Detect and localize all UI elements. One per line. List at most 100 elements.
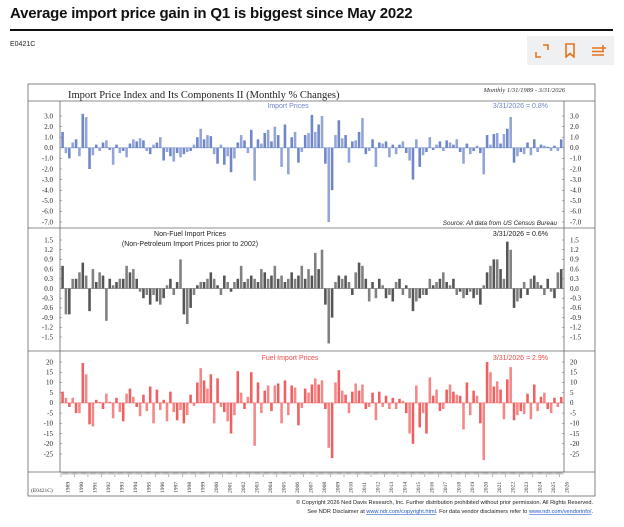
copyright-link[interactable]: www.ndr.com/copyright.html xyxy=(365,509,436,515)
bar xyxy=(256,139,260,148)
page-title: Average import price gain in Q1 is bigge… xyxy=(10,5,413,22)
y-tick-label-left: 1.0 xyxy=(44,134,53,142)
x-tick-label: 2017 xyxy=(443,482,449,493)
bar xyxy=(293,278,297,289)
bar xyxy=(246,147,250,154)
bar xyxy=(556,147,560,151)
bar xyxy=(64,147,68,154)
add-to-list-icon[interactable] xyxy=(591,44,607,58)
y-tick-label-right: -7.0 xyxy=(570,218,582,226)
bar xyxy=(499,269,502,289)
bar xyxy=(526,393,529,403)
bar xyxy=(354,140,357,148)
bar xyxy=(101,142,105,148)
bar xyxy=(91,269,95,289)
bar xyxy=(442,147,445,151)
bar xyxy=(452,144,455,148)
bar xyxy=(199,368,203,403)
y-tick-label-right: -1.0 xyxy=(570,155,582,163)
bar xyxy=(253,402,256,446)
bar xyxy=(98,272,101,289)
bar xyxy=(479,147,482,154)
bar xyxy=(61,131,64,148)
bar xyxy=(276,278,280,289)
bar xyxy=(546,402,550,410)
bar xyxy=(91,402,95,427)
chart-code-label: (E0421C) xyxy=(31,487,53,494)
bar xyxy=(371,392,374,403)
bar xyxy=(209,136,213,148)
bar xyxy=(239,135,243,148)
bar xyxy=(209,272,213,289)
y-tick-label-right: 0 xyxy=(570,399,574,407)
y-tick-label-right: -1.5 xyxy=(570,333,582,341)
panel2-annotation: 3/31/2026 = 0.6% xyxy=(493,231,548,238)
bar xyxy=(280,147,283,167)
bar xyxy=(142,288,145,299)
bar xyxy=(452,391,455,403)
bar xyxy=(270,275,273,289)
y-tick-label-right: 3.0 xyxy=(570,112,579,120)
bar xyxy=(384,288,388,299)
bar xyxy=(74,139,78,148)
bar xyxy=(132,269,135,289)
bar xyxy=(121,278,125,289)
bar xyxy=(320,116,324,148)
bar xyxy=(94,399,98,403)
bar xyxy=(125,147,128,158)
bar xyxy=(172,402,176,413)
bookmark-icon[interactable] xyxy=(564,43,576,58)
y-tick-label-right: -0.9 xyxy=(570,314,582,322)
bar xyxy=(172,288,176,295)
bar xyxy=(307,132,310,148)
bar xyxy=(216,285,219,289)
bar xyxy=(327,288,331,344)
bar xyxy=(388,288,391,295)
x-tick-label: 1993 xyxy=(120,482,126,493)
bar xyxy=(357,262,361,289)
bar xyxy=(539,396,543,403)
bar xyxy=(465,382,469,403)
bar xyxy=(559,396,563,403)
y-tick-label-right: -6.0 xyxy=(570,208,582,216)
vendor-info-link[interactable]: www.ndr.com/vendorinfo/ xyxy=(528,509,592,515)
x-tick-label: 2010 xyxy=(349,482,355,493)
bar xyxy=(374,147,378,167)
y-tick-label-right: 1.0 xyxy=(570,134,579,142)
expand-icon[interactable] xyxy=(534,43,549,58)
bar xyxy=(169,391,172,403)
bar xyxy=(526,142,529,148)
y-tick-label-right: -0.3 xyxy=(570,295,582,303)
y-tick-label-left: -0.9 xyxy=(42,314,54,322)
bar xyxy=(539,144,543,148)
bar xyxy=(485,272,489,289)
bar xyxy=(489,372,492,403)
bar xyxy=(108,278,112,289)
x-tick-label: 1997 xyxy=(174,482,180,493)
y-tick-label-left: 5 xyxy=(50,389,54,397)
bar xyxy=(290,385,293,403)
bar xyxy=(559,139,563,148)
bar xyxy=(290,272,293,289)
x-tick-label: 2006 xyxy=(295,482,301,493)
bar xyxy=(293,131,297,148)
bar xyxy=(128,388,132,403)
bar xyxy=(522,147,526,155)
bar xyxy=(84,275,88,289)
y-tick-label-right: 5 xyxy=(570,389,574,397)
bar xyxy=(162,147,165,161)
bar xyxy=(155,288,159,302)
bar xyxy=(169,147,172,157)
bar xyxy=(479,288,482,305)
bar xyxy=(438,278,442,289)
bar xyxy=(64,288,68,315)
bar xyxy=(125,393,128,403)
bar xyxy=(425,147,428,153)
bar xyxy=(401,288,405,295)
chart-code: E0421C xyxy=(10,41,36,48)
bar xyxy=(266,278,270,289)
x-tick-label: 2022 xyxy=(510,482,516,493)
bar xyxy=(111,402,115,419)
bar xyxy=(233,282,236,289)
bar xyxy=(482,285,486,289)
